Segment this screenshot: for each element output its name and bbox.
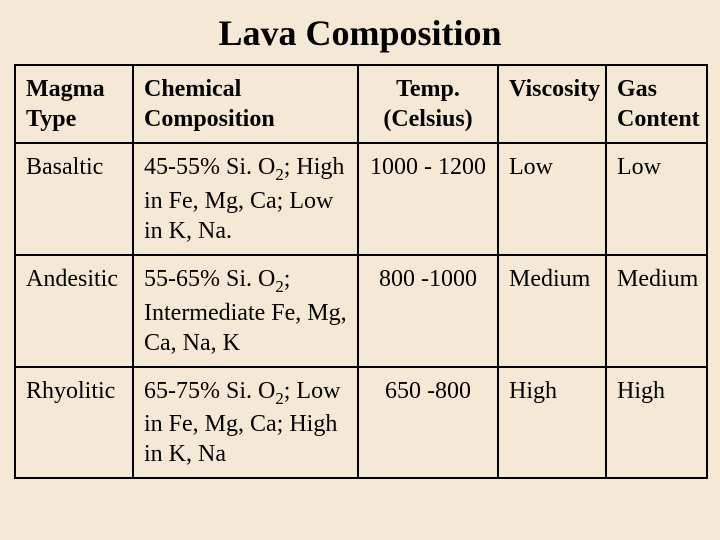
table-header-row: Magma Type Chemical Composition Temp. (C…	[15, 65, 707, 143]
cell-viscosity: High	[498, 367, 606, 479]
table-row: Rhyolitic 65-75% Si. O2; Low in Fe, Mg, …	[15, 367, 707, 479]
cell-gas: Low	[606, 143, 707, 255]
slide: Lava Composition Magma Type Chemical Com…	[0, 0, 720, 540]
cell-viscosity: Low	[498, 143, 606, 255]
cell-temp: 1000 - 1200	[358, 143, 498, 255]
cell-magma: Rhyolitic	[15, 367, 133, 479]
cell-magma: Basaltic	[15, 143, 133, 255]
table-row: Basaltic 45-55% Si. O2; High in Fe, Mg, …	[15, 143, 707, 255]
cell-viscosity: Medium	[498, 255, 606, 367]
cell-magma: Andesitic	[15, 255, 133, 367]
col-header-viscosity: Viscosity	[498, 65, 606, 143]
chem-subscript: 2	[275, 388, 283, 407]
table-row: Andesitic 55-65% Si. O2; Intermediate Fe…	[15, 255, 707, 367]
cell-temp: 800 -1000	[358, 255, 498, 367]
chem-subscript: 2	[275, 165, 283, 184]
cell-gas: Medium	[606, 255, 707, 367]
col-header-chem: Chemical Composition	[133, 65, 358, 143]
cell-chem: 65-75% Si. O2; Low in Fe, Mg, Ca; High i…	[133, 367, 358, 479]
lava-composition-table: Magma Type Chemical Composition Temp. (C…	[14, 64, 708, 479]
chem-prefix: 55-65% Si. O	[144, 266, 275, 292]
chem-subscript: 2	[275, 277, 283, 296]
cell-gas: High	[606, 367, 707, 479]
col-header-magma: Magma Type	[15, 65, 133, 143]
page-title: Lava Composition	[14, 12, 706, 54]
cell-chem: 45-55% Si. O2; High in Fe, Mg, Ca; Low i…	[133, 143, 358, 255]
col-header-gas: Gas Content	[606, 65, 707, 143]
cell-chem: 55-65% Si. O2; Intermediate Fe, Mg, Ca, …	[133, 255, 358, 367]
cell-temp: 650 -800	[358, 367, 498, 479]
col-header-temp: Temp. (Celsius)	[358, 65, 498, 143]
chem-prefix: 65-75% Si. O	[144, 378, 275, 404]
chem-prefix: 45-55% Si. O	[144, 154, 275, 180]
